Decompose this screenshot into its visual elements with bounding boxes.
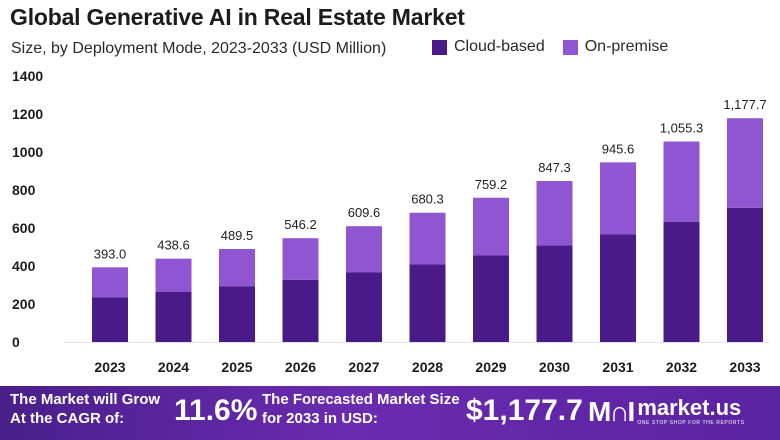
x-tick-label-2033: 2033 xyxy=(729,359,760,375)
y-tick-label-1400: 1400 xyxy=(12,68,43,84)
data-label-2028: 680.3 xyxy=(411,192,444,207)
bar-on-premise-2033 xyxy=(727,118,763,208)
bar-on-premise-2029 xyxy=(473,197,509,256)
bar-cloud-based-2033 xyxy=(727,207,763,342)
forecast-value: $1,177.7 xyxy=(466,394,583,427)
x-tick-label-2025: 2025 xyxy=(221,359,252,375)
data-label-2033: 1,177.7 xyxy=(723,97,766,112)
bar-cloud-based-2026 xyxy=(282,279,319,342)
bar-cloud-based-2025 xyxy=(219,286,255,342)
x-tick-label-2028: 2028 xyxy=(412,359,443,375)
footer-banner: The Market will Grow At the CAGR of: 11.… xyxy=(0,386,780,440)
bar-on-premise-2032 xyxy=(663,141,700,222)
brand-tagline: ONE STOP SHOP FOR THE REPORTS xyxy=(637,420,745,426)
brand-mark-icon: M∩I xyxy=(588,396,635,427)
y-tick-label-200: 200 xyxy=(12,296,36,312)
cagr-label: The Market will Grow At the CAGR of: xyxy=(10,391,161,427)
x-tick-label-2026: 2026 xyxy=(285,359,316,375)
chart-subtitle: Size, by Deployment Mode, 2023-2033 (USD… xyxy=(11,40,387,57)
bar-on-premise-2024 xyxy=(155,258,192,292)
x-tick-label-2024: 2024 xyxy=(158,359,189,375)
y-tick-label-1200: 1200 xyxy=(12,106,43,122)
x-tick-label-2030: 2030 xyxy=(539,359,570,375)
y-tick-label-400: 400 xyxy=(12,258,36,274)
cagr-value: 11.6% xyxy=(174,394,258,427)
stacked-bar-chart: 0 200 400 600 800 1000 1200 1400 393.0 2023 438.6 2… xyxy=(12,68,770,375)
bar-on-premise-2025 xyxy=(219,248,255,287)
bar-cloud-based-2030 xyxy=(536,245,573,342)
y-tick-label-0: 0 xyxy=(12,334,20,350)
bar-cloud-based-2027 xyxy=(346,272,382,342)
legend-swatch-on-premise xyxy=(562,39,578,55)
legend-label-cloud-based: Cloud-based xyxy=(454,38,545,55)
bar-on-premise-2030 xyxy=(536,181,573,246)
x-tick-label-2031: 2031 xyxy=(602,359,633,375)
x-tick-label-2029: 2029 xyxy=(475,359,506,375)
data-label-2032: 1,055.3 xyxy=(660,120,703,135)
bar-on-premise-2023 xyxy=(92,267,128,298)
data-label-2029: 759.2 xyxy=(475,177,508,192)
bar-cloud-based-2031 xyxy=(600,234,636,342)
bar-cloud-based-2023 xyxy=(92,297,128,342)
y-tick-label-1000: 1000 xyxy=(12,144,43,160)
chart-title: Global Generative AI in Real Estate Mark… xyxy=(10,4,465,30)
x-tick-label-2032: 2032 xyxy=(666,359,697,375)
data-label-2027: 609.6 xyxy=(348,205,381,220)
data-label-2025: 489.5 xyxy=(221,228,254,243)
y-tick-label-600: 600 xyxy=(12,220,36,236)
data-label-2023: 393.0 xyxy=(94,246,127,261)
data-label-2024: 438.6 xyxy=(157,238,190,253)
brand-name: market.us xyxy=(637,395,742,420)
forecast-label: The Forecasted Market Size for 2033 in U… xyxy=(262,391,460,427)
y-tick-label-800: 800 xyxy=(12,182,36,198)
brand-text: market.us ONE STOP SHOP FOR THE REPORTS xyxy=(637,397,744,427)
x-tick-label-2023: 2023 xyxy=(94,359,125,375)
bar-on-premise-2027 xyxy=(346,226,382,273)
bar-on-premise-2031 xyxy=(600,162,636,235)
bar-cloud-based-2024 xyxy=(155,291,192,342)
bar-cloud-based-2028 xyxy=(409,264,446,342)
data-label-2031: 945.6 xyxy=(602,141,635,156)
bar-cloud-based-2029 xyxy=(473,255,509,342)
data-label-2030: 847.3 xyxy=(538,160,571,175)
legend-swatch-cloud-based xyxy=(432,39,447,55)
brand-logo: M∩I market.us ONE STOP SHOP FOR THE REPO… xyxy=(588,396,745,428)
bar-on-premise-2026 xyxy=(282,238,319,280)
bar-cloud-based-2032 xyxy=(663,221,700,342)
chart-legend: Cloud-based On-premise xyxy=(432,38,668,56)
legend-item-on-premise: On-premise xyxy=(562,38,669,56)
x-tick-label-2027: 2027 xyxy=(348,359,379,375)
bar-on-premise-2028 xyxy=(409,212,446,265)
legend-label-on-premise: On-premise xyxy=(584,38,669,55)
data-label-2026: 546.2 xyxy=(284,217,317,232)
legend-item-cloud-based: Cloud-based xyxy=(432,38,545,56)
